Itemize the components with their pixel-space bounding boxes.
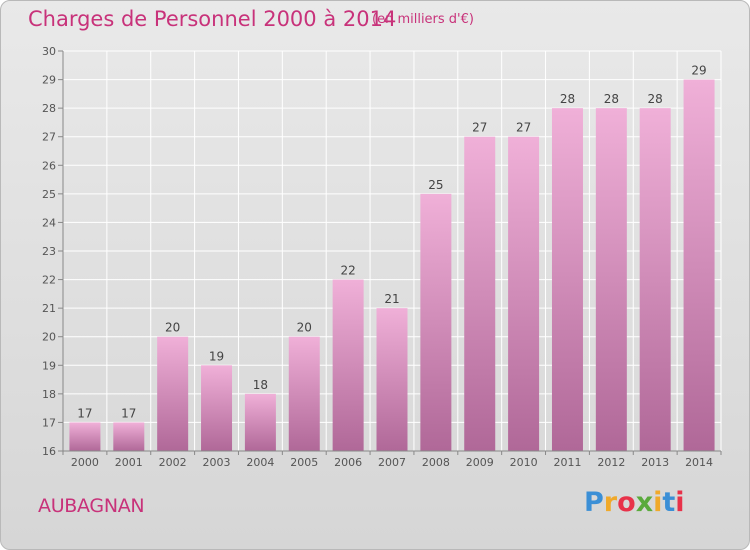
x-tick-label: 2000	[71, 456, 99, 469]
x-tick-label: 2004	[246, 456, 274, 469]
bar	[551, 108, 583, 452]
x-tick-label: 2003	[203, 456, 231, 469]
y-tick-label: 24	[42, 216, 56, 229]
bar	[639, 108, 671, 452]
y-tick-label: 22	[42, 274, 56, 287]
bar	[69, 422, 101, 451]
bar-value-label: 20	[297, 321, 312, 335]
x-tick-label: 2012	[597, 456, 625, 469]
logo-letter: t	[662, 487, 676, 518]
chart-title: Charges de Personnel 2000 à 2014	[28, 7, 397, 31]
bar-value-label: 21	[384, 292, 399, 306]
bar	[464, 136, 496, 451]
x-tick-label: 2005	[290, 456, 318, 469]
logo-letter: P	[584, 487, 604, 518]
y-tick-label: 27	[42, 131, 56, 144]
logo-letter: x	[635, 487, 654, 518]
bar	[376, 308, 408, 451]
y-tick-label: 20	[42, 331, 56, 344]
bar-value-label: 25	[428, 178, 443, 192]
x-tick-label: 2001	[115, 456, 143, 469]
bar	[157, 336, 189, 451]
x-tick-label: 2002	[159, 456, 187, 469]
bar-value-label: 17	[121, 406, 136, 420]
proxiti-logo[interactable]: Proxiti	[584, 487, 685, 518]
x-tick-label: 2013	[641, 456, 669, 469]
bar-value-label: 18	[253, 378, 268, 392]
logo-letter: o	[617, 487, 636, 518]
y-tick-label: 29	[42, 74, 56, 87]
y-tick-label: 16	[42, 445, 56, 458]
bar	[288, 336, 320, 451]
bar	[244, 393, 276, 451]
y-tick-label: 25	[42, 188, 56, 201]
bar-value-label: 17	[77, 406, 92, 420]
bar-value-label: 27	[472, 121, 487, 135]
bar	[201, 365, 233, 451]
bar	[332, 279, 364, 451]
bar	[508, 136, 540, 451]
bar	[113, 422, 145, 451]
y-tick-label: 30	[42, 45, 56, 58]
logo-letter: r	[603, 487, 618, 518]
x-tick-label: 2011	[553, 456, 581, 469]
bar-value-label: 19	[209, 349, 224, 363]
y-tick-label: 21	[42, 302, 56, 315]
chart-subtitle: (en milliers d'€)	[372, 12, 474, 27]
logo-letter: i	[675, 487, 685, 518]
x-tick-label: 2010	[510, 456, 538, 469]
x-tick-label: 2007	[378, 456, 406, 469]
bar-value-label: 28	[560, 92, 575, 106]
bar-value-label: 29	[691, 64, 706, 78]
city-name: AUBAGNAN	[38, 495, 145, 517]
x-tick-label: 2009	[466, 456, 494, 469]
y-tick-label: 23	[42, 245, 56, 258]
bar-value-label: 28	[604, 92, 619, 106]
bar-value-label: 28	[648, 92, 663, 106]
y-tick-label: 17	[42, 416, 56, 429]
bar	[683, 79, 715, 452]
y-tick-label: 18	[42, 388, 56, 401]
x-tick-label: 2006	[334, 456, 362, 469]
bar-value-label: 22	[340, 264, 355, 278]
x-tick-label: 2008	[422, 456, 450, 469]
bar-value-label: 20	[165, 321, 180, 335]
y-tick-label: 28	[42, 102, 56, 115]
bar-value-label: 27	[516, 121, 531, 135]
y-tick-label: 19	[42, 359, 56, 372]
x-tick-label: 2014	[685, 456, 713, 469]
y-tick-label: 26	[42, 159, 56, 172]
bar	[595, 108, 627, 452]
axes: 16 17 18 19 20 21 22 23 24 25 26 27 28 29 30 2000 2001 20…	[42, 45, 722, 469]
bar	[420, 193, 452, 451]
bars: 17 17 20 19 18 20 22 21 25 27 27 28 28 28 29	[69, 64, 715, 452]
logo-letter: i	[653, 487, 663, 518]
